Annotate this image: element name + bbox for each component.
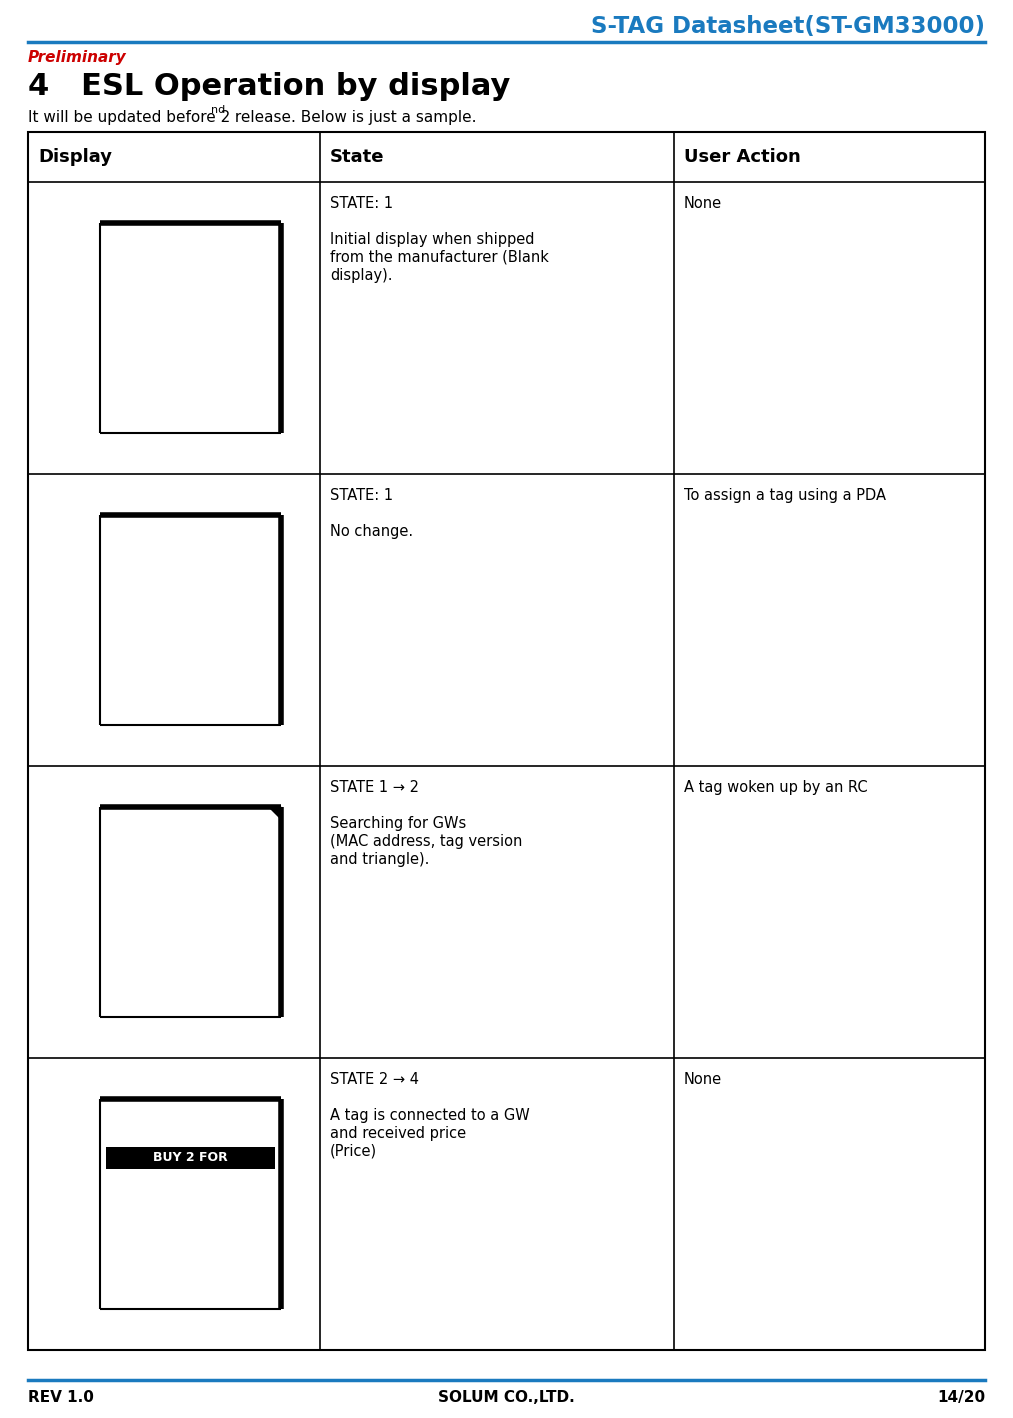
Text: S-TAG Datasheet(ST-GM33000): S-TAG Datasheet(ST-GM33000) xyxy=(591,16,985,38)
Text: from the manufacturer (Blank: from the manufacturer (Blank xyxy=(330,250,549,265)
Text: BUY 2 FOR: BUY 2 FOR xyxy=(153,1151,228,1164)
Text: User Action: User Action xyxy=(684,147,800,166)
Text: To assign a tag using a PDA: To assign a tag using a PDA xyxy=(684,488,886,503)
Text: nd: nd xyxy=(211,105,225,115)
Text: release. Below is just a sample.: release. Below is just a sample. xyxy=(230,111,476,125)
Text: STATE: 1: STATE: 1 xyxy=(330,196,393,211)
Text: A tag woken up by an RC: A tag woken up by an RC xyxy=(684,780,867,795)
Text: (Price): (Price) xyxy=(330,1144,377,1159)
Text: and triangle).: and triangle). xyxy=(330,852,430,866)
Text: 4   ESL Operation by display: 4 ESL Operation by display xyxy=(28,72,511,101)
Text: STATE 2 → 4: STATE 2 → 4 xyxy=(330,1072,419,1088)
Bar xyxy=(100,807,281,1017)
Text: No change.: No change. xyxy=(330,525,413,539)
Text: It will be updated before 2: It will be updated before 2 xyxy=(28,111,230,125)
Text: STATE: 1: STATE: 1 xyxy=(330,488,393,503)
Text: Initial display when shipped: Initial display when shipped xyxy=(330,233,535,247)
Bar xyxy=(100,1099,281,1309)
Text: 19.99: 19.99 xyxy=(197,1173,276,1197)
Bar xyxy=(28,132,985,1350)
Text: None: None xyxy=(684,196,722,211)
Text: ZZZ: ZZZ xyxy=(171,886,210,905)
Text: A tag is connected to a GW: A tag is connected to a GW xyxy=(330,1107,530,1123)
Text: Preliminary: Preliminary xyxy=(28,50,127,65)
Text: Searching for GWs: Searching for GWs xyxy=(330,815,466,831)
Text: OR $15 EA: OR $15 EA xyxy=(216,1201,276,1211)
Text: None: None xyxy=(684,1072,722,1088)
Polygon shape xyxy=(269,807,281,818)
Bar xyxy=(100,515,281,725)
Text: PETABLETS: PETABLETS xyxy=(106,1124,176,1134)
Text: REV 1.0: REV 1.0 xyxy=(28,1390,94,1405)
Text: Display: Display xyxy=(38,147,112,166)
Text: display).: display). xyxy=(330,268,392,284)
Text: XXXXXXXXXXXXXXXX: XXXXXXXXXXXXXXXX xyxy=(130,927,251,939)
Text: 14/20: 14/20 xyxy=(937,1390,985,1405)
Text: and received price: and received price xyxy=(330,1126,466,1141)
Text: SOLUM CO.,LTD.: SOLUM CO.,LTD. xyxy=(439,1390,574,1405)
Text: STATE 1 → 2: STATE 1 → 2 xyxy=(330,780,419,795)
Bar xyxy=(106,1147,276,1168)
Bar xyxy=(100,223,281,432)
Text: (MAC address, tag version: (MAC address, tag version xyxy=(330,834,523,849)
Text: Model#: Model# xyxy=(228,1293,276,1303)
Text: State: State xyxy=(330,147,384,166)
Text: 60CT: 60CT xyxy=(106,1293,138,1303)
Text: WAL G MUCUS REL: WAL G MUCUS REL xyxy=(106,1107,223,1117)
